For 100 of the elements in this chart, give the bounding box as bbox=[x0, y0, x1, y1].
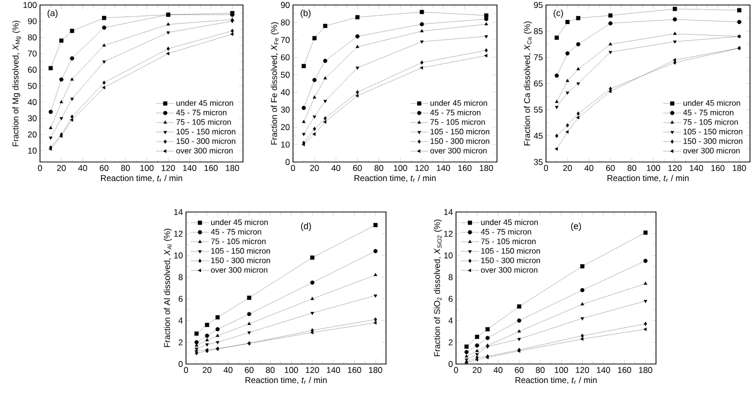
annotation: (c) bbox=[554, 10, 564, 18]
x-tick-label: 80 bbox=[628, 165, 636, 172]
y-tick-label: 14 bbox=[444, 209, 453, 215]
x-tick-label: 40 bbox=[494, 367, 502, 374]
x-tick-label: 0 bbox=[184, 367, 188, 374]
y-tick-label: 0 bbox=[448, 361, 453, 367]
y-tick-label: 8 bbox=[448, 274, 453, 280]
x-tick-label: 0 bbox=[290, 165, 296, 172]
y-tick-label: 80 bbox=[28, 34, 37, 40]
x-tick-label: 20 bbox=[310, 165, 319, 172]
x-tick-label: 180 bbox=[369, 367, 382, 374]
x-tick-label: 100 bbox=[646, 165, 660, 172]
y-tick-label: 85 bbox=[534, 28, 543, 34]
x-tick-label: 140 bbox=[596, 367, 610, 374]
x-tick-label: 80 bbox=[266, 367, 275, 374]
y-tick-label: 45 bbox=[534, 132, 543, 139]
x-tick-label: 180 bbox=[639, 367, 652, 374]
x-tick-label: 40 bbox=[584, 165, 594, 172]
y-tick-label: 60 bbox=[281, 54, 290, 60]
x-axis-title: Reaction time, t$_{r}$ / min bbox=[101, 174, 182, 182]
x-tick-label: 60 bbox=[244, 367, 254, 374]
x-tick-label: 140 bbox=[690, 165, 704, 172]
y-tick-label: 20 bbox=[28, 131, 37, 138]
x-axis-title: Reaction time, t$_{r}$ / min bbox=[246, 376, 327, 384]
y-tick-label: 40 bbox=[28, 99, 37, 106]
y-tick-label: 0 bbox=[178, 361, 183, 367]
x-tick-label: 160 bbox=[348, 367, 362, 374]
y-tick-label: 75 bbox=[534, 54, 543, 60]
y-tick-label: 80 bbox=[280, 19, 290, 26]
x-tick-label: 80 bbox=[374, 165, 384, 172]
y-tick-label: 8 bbox=[178, 274, 183, 280]
y-tick-label: 10 bbox=[281, 142, 290, 148]
x-tick-label: 20 bbox=[202, 367, 212, 374]
annotation: (b) bbox=[300, 10, 311, 18]
x-tick-label: 160 bbox=[458, 165, 472, 172]
annotation: (e) bbox=[571, 222, 581, 231]
y-tick-label: 100 bbox=[23, 2, 37, 8]
y-tick-label: 70 bbox=[281, 36, 290, 43]
y-tick-label: 10 bbox=[444, 252, 453, 258]
x-tick-label: 60 bbox=[606, 165, 615, 172]
y-tick-label: 14 bbox=[174, 209, 183, 215]
y-tick-label: 90 bbox=[28, 18, 37, 24]
y-tick-label: 65 bbox=[534, 80, 543, 86]
x-tick-label: 0 bbox=[454, 367, 458, 374]
y-tick-label: 20 bbox=[280, 124, 290, 130]
x-tick-label: 160 bbox=[711, 165, 725, 172]
x-tick-label: 120 bbox=[576, 367, 590, 374]
y-tick-label: 2 bbox=[178, 339, 183, 346]
y-tick-label: 6 bbox=[448, 296, 453, 302]
x-axis-title: Reaction time, t$_{r}$ / min bbox=[516, 376, 597, 384]
y-tick-label: 6 bbox=[178, 296, 183, 302]
y-tick-label: 70 bbox=[28, 50, 37, 57]
x-tick-label: 120 bbox=[415, 165, 429, 172]
y-tick-label: 50 bbox=[280, 72, 290, 78]
y-tick-label: 4 bbox=[178, 318, 183, 324]
y-tick-label: 95 bbox=[534, 2, 543, 8]
x-tick-label: 60 bbox=[100, 165, 108, 172]
x-tick-label: 40 bbox=[78, 165, 88, 172]
y-tick-label: 10 bbox=[174, 252, 183, 258]
x-tick-label: 140 bbox=[326, 367, 340, 374]
x-tick-label: 60 bbox=[353, 165, 362, 172]
y-tick-label: 12 bbox=[444, 230, 453, 237]
annotation: (d) bbox=[301, 222, 311, 231]
x-tick-label: 0 bbox=[38, 165, 42, 172]
x-tick-label: 160 bbox=[204, 165, 218, 172]
y-tick-label: 0 bbox=[286, 159, 290, 165]
x-tick-label: 140 bbox=[436, 165, 450, 172]
y-tick-label: 2 bbox=[448, 339, 453, 346]
x-axis-title: Reaction time, t$_{r}$ / min bbox=[608, 174, 689, 182]
x-tick-label: 100 bbox=[394, 165, 408, 172]
y-axis-title: Fraction of SiO$_{2}$ dissolved, X$_{SiO2}$ (%) bbox=[434, 220, 442, 356]
y-axis-title: Fraction of Mg dissolved, X$_{Mg}$ (%) bbox=[12, 20, 22, 146]
y-tick-label: 40 bbox=[280, 89, 290, 96]
x-tick-label: 180 bbox=[226, 165, 240, 172]
x-tick-label: 20 bbox=[472, 367, 482, 374]
x-tick-label: 120 bbox=[306, 367, 320, 374]
x-tick-label: 40 bbox=[331, 165, 340, 172]
x-tick-label: 20 bbox=[563, 165, 572, 172]
y-tick-label: 50 bbox=[28, 82, 37, 89]
x-tick-label: 180 bbox=[732, 165, 746, 172]
x-tick-label: 180 bbox=[480, 165, 493, 172]
y-tick-label: 30 bbox=[280, 106, 290, 113]
y-tick-label: 55 bbox=[534, 106, 543, 113]
x-tick-label: 160 bbox=[618, 367, 632, 374]
x-tick-label: 40 bbox=[224, 367, 232, 374]
x-tick-label: 120 bbox=[162, 165, 175, 172]
y-tick-label: 10 bbox=[28, 148, 37, 154]
x-tick-label: 120 bbox=[668, 165, 682, 172]
y-axis-title: Fraction of Al dissolved, X$_{Al}$ (%) bbox=[164, 228, 172, 348]
y-tick-label: 90 bbox=[280, 2, 290, 8]
y-tick-label: 35 bbox=[534, 159, 543, 165]
y-tick-label: 60 bbox=[28, 66, 37, 73]
x-tick-label: 140 bbox=[183, 165, 196, 172]
y-tick-label: 4 bbox=[448, 318, 453, 324]
x-tick-label: 20 bbox=[57, 165, 66, 172]
y-axis-title: Fraction of Ca dissolved, X$_{Ca}$ (%) bbox=[524, 22, 532, 146]
y-tick-label: 12 bbox=[174, 230, 183, 237]
x-tick-label: 0 bbox=[544, 165, 548, 172]
x-axis-title: Reaction time, t$_{r}$ / min bbox=[354, 174, 436, 182]
x-tick-label: 60 bbox=[514, 367, 524, 374]
